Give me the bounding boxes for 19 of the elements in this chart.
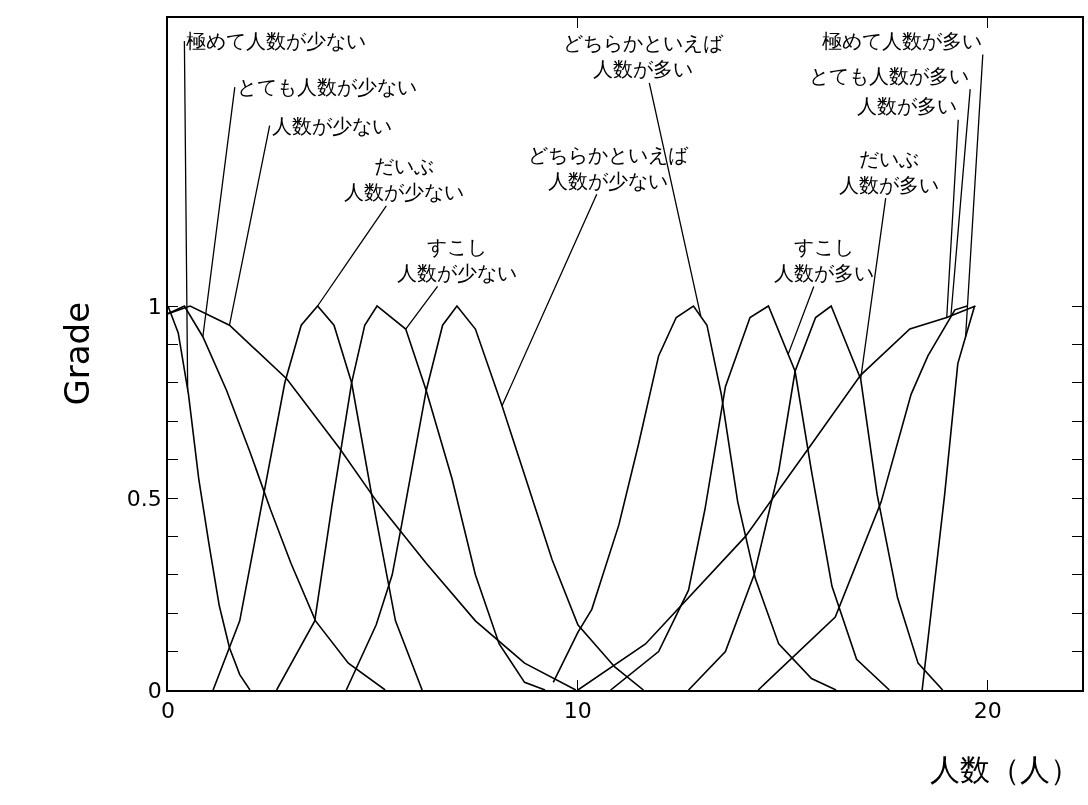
x-tick-label: 10 xyxy=(563,698,592,724)
x-axis-title: 人数（人） xyxy=(930,752,1080,787)
annotation: 極めて人数が少ない xyxy=(186,29,366,53)
annotation: 人数が多い xyxy=(857,94,957,118)
annotation: すこし人数が多い xyxy=(774,235,874,285)
annotation: すこし人数が少ない xyxy=(397,235,517,285)
annotation: だいぶ人数が多い xyxy=(839,147,939,197)
annotation: とても人数が少ない xyxy=(237,75,417,99)
annotation: どちらかといえば人数が多い xyxy=(563,31,724,81)
y-tick-label: 1 xyxy=(147,293,162,319)
annotation: 人数が少ない xyxy=(272,114,392,138)
x-tick-label: 20 xyxy=(973,698,1002,724)
y-tick-label: 0 xyxy=(147,677,162,703)
y-axis-title: Grade xyxy=(56,301,97,406)
annotation: だいぶ人数が少ない xyxy=(344,154,464,204)
annotation: とても人数が多い xyxy=(809,64,969,88)
annotation: 極めて人数が多い xyxy=(822,29,982,53)
y-tick-label: 0.5 xyxy=(126,485,162,511)
annotation: どちらかといえば人数が少ない xyxy=(528,143,689,193)
